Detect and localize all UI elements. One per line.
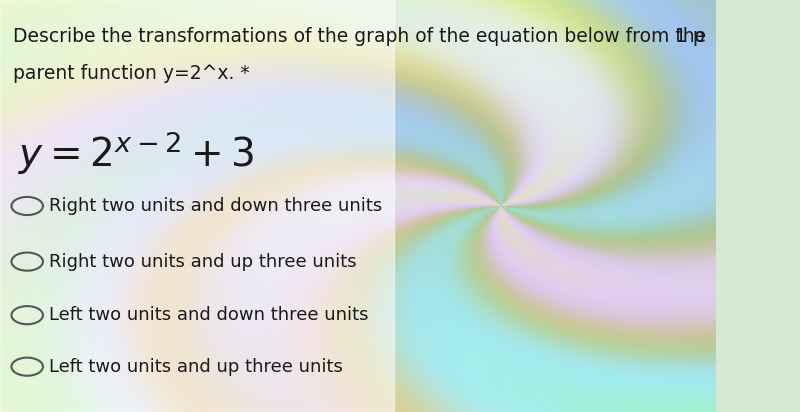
Text: Right two units and up three units: Right two units and up three units [49, 253, 356, 271]
Text: Describe the transformations of the graph of the equation below from the: Describe the transformations of the grap… [13, 27, 706, 46]
Bar [0, 0, 394, 412]
Text: Right two units and down three units: Right two units and down three units [49, 197, 382, 215]
Text: parent function y=2^x. *: parent function y=2^x. * [13, 64, 250, 83]
Text: Left two units and up three units: Left two units and up three units [49, 358, 342, 376]
Text: 1 p: 1 p [675, 27, 705, 46]
Text: Left two units and down three units: Left two units and down three units [49, 306, 368, 324]
Text: $y = 2^{x-2} + 3$: $y = 2^{x-2} + 3$ [18, 130, 254, 178]
